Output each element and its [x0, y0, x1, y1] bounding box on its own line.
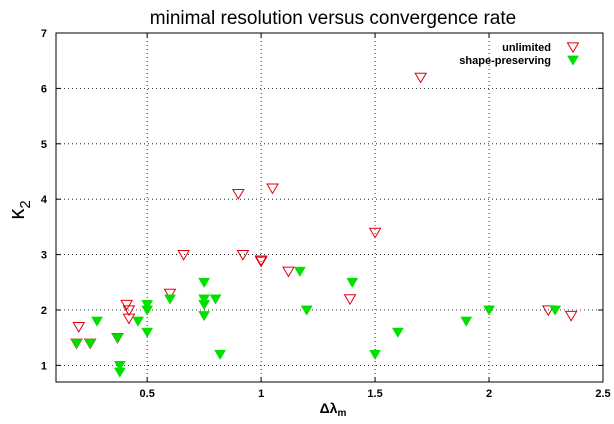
data-point [214, 349, 227, 361]
data-point [293, 266, 306, 277]
data-point [541, 305, 555, 317]
data-point [141, 300, 154, 311]
data-point [70, 338, 83, 349]
y-tick-label: 3 [41, 250, 47, 262]
data-point [122, 313, 136, 325]
data-point [122, 305, 136, 317]
data-point [368, 227, 382, 239]
plot-frame [55, 32, 604, 383]
x-axis-label-subscript: m [337, 408, 346, 419]
x-tick-label: 0.5 [140, 388, 155, 400]
data-markers [70, 72, 578, 378]
data-point [198, 294, 211, 305]
axis-ticks: 0.5 1 1.5 2 2.5 1 2 3 4 5 6 7 [41, 28, 611, 400]
x-tick-label: 2.5 [595, 388, 610, 400]
chart-title: minimal resolution versus convergence ra… [150, 8, 516, 29]
x-tick-label: 1 [258, 388, 264, 400]
grid-lines [56, 32, 604, 382]
y-tick-label: 6 [41, 83, 47, 95]
data-point [198, 277, 211, 289]
y-axis-label-main: κ [4, 208, 29, 220]
data-point [549, 305, 562, 316]
y-tick-label: 5 [41, 139, 47, 151]
data-point [164, 294, 176, 305]
data-point [254, 256, 268, 268]
data-point [113, 361, 126, 372]
data-point [300, 305, 313, 316]
data-point [91, 316, 103, 327]
data-point [132, 316, 144, 327]
data-point [231, 189, 245, 200]
data-point [141, 305, 154, 316]
y-tick-label: 2 [41, 305, 47, 317]
y-axis-label-subscript: 2 [17, 200, 34, 208]
data-point [414, 72, 428, 84]
data-point [483, 305, 495, 316]
data-point [198, 300, 211, 311]
y-tick-label: 7 [41, 28, 47, 40]
data-point [163, 288, 177, 300]
data-point [391, 327, 404, 338]
data-point [198, 311, 211, 322]
data-point [209, 294, 222, 305]
data-point [84, 338, 97, 349]
y-tick-label: 1 [41, 360, 47, 372]
data-point [72, 321, 86, 333]
x-axis-label-main: Δλ [320, 400, 338, 416]
x-tick-label: 1.5 [367, 388, 382, 400]
data-point [111, 333, 124, 344]
data-point [369, 349, 382, 361]
data-point [282, 266, 295, 278]
data-point [120, 299, 134, 311]
legend-label: unlimited [502, 42, 551, 54]
legend-marker [566, 42, 580, 54]
y-axis-label: κ2 [4, 200, 34, 219]
legend-label: shape-preserving [459, 55, 551, 67]
x-tick-label: 2 [486, 388, 492, 400]
legend-marker [567, 55, 579, 66]
data-point [113, 367, 126, 378]
data-point [266, 183, 279, 195]
data-point [343, 294, 357, 306]
y-tick-label: 4 [41, 194, 48, 206]
data-point [254, 255, 268, 267]
data-point [236, 249, 250, 261]
data-point [141, 327, 154, 338]
series-shape-preserving [70, 266, 562, 378]
x-axis-label: Δλm [320, 400, 347, 419]
data-point [177, 249, 191, 261]
data-point [564, 310, 578, 322]
data-point [460, 316, 473, 327]
data-point [346, 277, 359, 289]
